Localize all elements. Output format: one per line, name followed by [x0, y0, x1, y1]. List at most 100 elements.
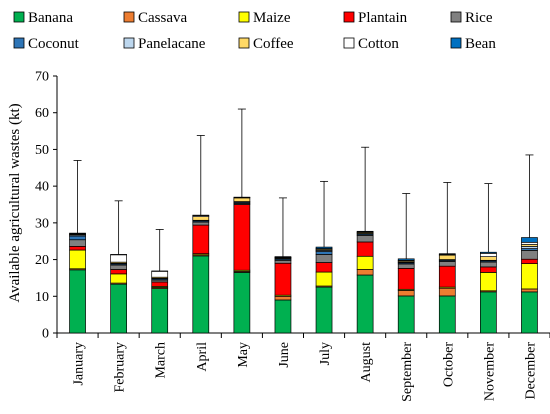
legend-item-maize: Maize: [238, 10, 291, 26]
legend-item-banana: Banana: [13, 10, 73, 26]
bar-segment-cotton: [480, 252, 497, 257]
bar-stack-september: [397, 193, 415, 334]
bar-segment-plantain: [151, 281, 169, 287]
plot-area: 0 10 20 30 40 50 60 70 January February March April…: [35, 70, 550, 402]
legend-swatch: [450, 37, 462, 49]
legend-item-cotton: Cotton: [343, 36, 399, 52]
bar-segment-plantain: [110, 269, 127, 275]
bar-segment-cassava: [438, 287, 456, 297]
legend-item-coconut: Coconut: [13, 36, 80, 52]
bar-segment-cassava: [397, 290, 415, 297]
bar-segment-rice: [480, 261, 497, 268]
legend-item-coffee: Coffee: [238, 36, 294, 52]
legend-swatch: [343, 11, 355, 23]
y-tick-label: 20: [35, 253, 49, 268]
legend-item-rice: Rice: [450, 10, 493, 26]
x-tick-label: June: [277, 342, 292, 368]
bar-segment-cotton: [151, 270, 169, 278]
bar-segment-plantain: [356, 241, 374, 257]
y-tick-label: 10: [35, 290, 49, 305]
bar-stack-june: [274, 197, 292, 334]
bar-segment-maize: [315, 271, 333, 287]
bar-segment-banana: [521, 291, 538, 334]
bar-segment-banana: [480, 291, 497, 334]
legend-label: Coconut: [28, 36, 80, 52]
bar-stack-february: [110, 200, 127, 334]
bar-segment-coconut: [69, 235, 86, 241]
bar-stack-april: [192, 135, 210, 334]
bar-segment-rice: [69, 239, 86, 247]
bar-segment-rice: [438, 261, 456, 267]
y-tick-label: 30: [35, 216, 49, 231]
y-tick-label: 40: [35, 180, 49, 195]
legend-swatch: [238, 37, 250, 49]
bar-segment-plantain: [521, 258, 538, 264]
x-tick-label: May: [236, 342, 251, 368]
bar-segment-plantain: [397, 268, 415, 290]
legend-label: Cotton: [358, 36, 399, 52]
bar-stack-december: [521, 154, 538, 334]
legend-label: Panelacane: [138, 36, 206, 52]
bar-segment-coffee: [480, 256, 497, 261]
bar-segment-maize: [356, 255, 374, 270]
bar-stack-march: [151, 229, 169, 334]
bar-segment-bean: [356, 230, 374, 233]
legend-label: Maize: [253, 10, 291, 26]
y-axis-label: Available agricultural wastes (kt): [7, 103, 23, 302]
legend-swatch: [238, 11, 250, 23]
bar-segment-coconut: [315, 251, 333, 255]
bar-segment-banana: [151, 288, 169, 334]
bar-segment-rice: [192, 221, 210, 226]
bar-stack-july: [315, 180, 333, 334]
legend-swatch: [13, 37, 25, 49]
x-tick-label: November: [482, 342, 497, 401]
bar-segment-rice: [356, 234, 374, 243]
bar-segment-plantain: [233, 204, 251, 271]
bar-segment-plantain: [192, 224, 210, 255]
bar-segment-banana: [69, 269, 86, 334]
bar-segment-cassava: [274, 295, 292, 301]
legend-label: Plantain: [358, 10, 408, 26]
x-tick-label: July: [318, 342, 333, 365]
legend-label: Banana: [28, 10, 73, 26]
bar-segment-banana: [438, 295, 456, 334]
bar-segment-coffee: [233, 197, 251, 202]
bar-segment-cassava: [356, 269, 374, 276]
y-tick-label: 70: [35, 70, 49, 85]
bar-segment-banana: [315, 286, 333, 334]
legend-item-plantain: Plantain: [343, 10, 408, 26]
bar-stack-october: [438, 182, 456, 334]
bar-segment-rice: [521, 250, 538, 260]
y-tick-label: 50: [35, 143, 49, 158]
legend-label: Rice: [465, 10, 493, 26]
legend-label: Cassava: [138, 10, 187, 26]
legend-swatch: [123, 37, 135, 49]
bar-segment-bean: [397, 258, 415, 261]
x-tick-label: March: [154, 342, 169, 379]
bar-segment-coffee: [192, 216, 210, 221]
bar-segment-plantain: [480, 266, 497, 273]
bar-stack-november: [480, 183, 497, 334]
x-tick-label: September: [400, 342, 415, 402]
bar-segment-plantain: [69, 246, 86, 251]
bar-segment-banana: [356, 274, 374, 334]
legend: Banana Cassava Maize Plantain Rice Coconut Pan…: [13, 10, 496, 52]
legend-item-cassava: Cassava: [123, 10, 187, 26]
legend-swatch: [450, 11, 462, 23]
bar-segment-plantain: [274, 262, 292, 296]
x-tick-label: January: [72, 342, 87, 386]
bar-segment-maize: [521, 263, 538, 290]
bar-stack-january: [69, 160, 86, 334]
bar-segment-maize: [69, 249, 86, 270]
legend-swatch: [123, 11, 135, 23]
bar-segment-bean: [480, 251, 497, 254]
bar-segment-bean: [69, 232, 86, 235]
bar-stack-may: [233, 108, 251, 334]
x-tick-label: April: [195, 342, 210, 372]
legend-item-bean: Bean: [450, 36, 496, 52]
bar-segment-rice: [274, 259, 292, 264]
x-tick-label: October: [441, 342, 456, 387]
bar-segment-maize: [110, 273, 127, 284]
bar-segment-banana: [397, 295, 415, 334]
